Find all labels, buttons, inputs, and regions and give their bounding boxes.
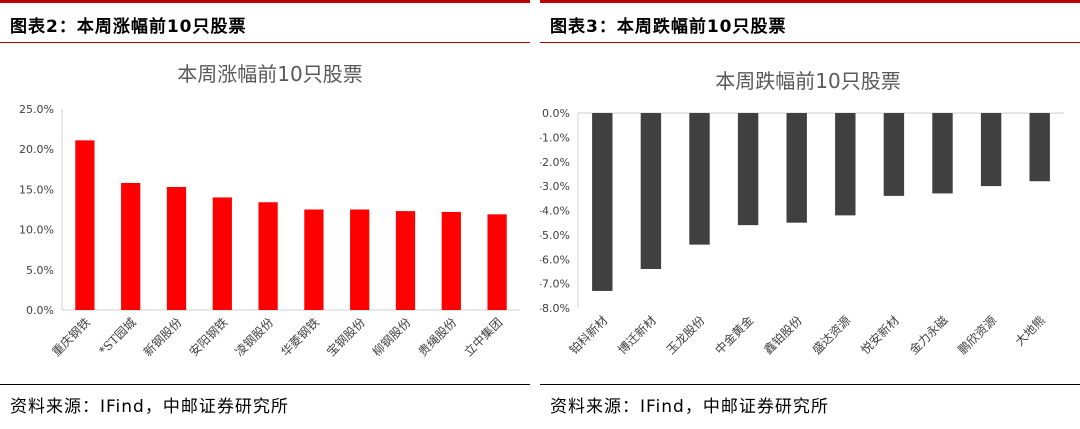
x-category-label: 博迁新材 — [614, 313, 659, 358]
y-tick-label: 10.0% — [19, 224, 54, 237]
x-category-label: 立中集团 — [461, 315, 506, 360]
y-tick-label: -3.0% — [540, 180, 570, 193]
bar — [592, 113, 613, 291]
losers-source: 资料来源：IFind，中邮证券研究所 — [550, 397, 829, 417]
bar — [75, 140, 95, 310]
x-category-label: 大地熊 — [1012, 313, 1048, 349]
y-tick-label: -4.0% — [540, 205, 570, 218]
bar — [304, 209, 324, 310]
y-tick-label: -1.0% — [540, 131, 570, 144]
y-tick-label: 20.0% — [19, 143, 54, 156]
y-tick-label: -6.0% — [540, 253, 570, 266]
x-category-label: 盛达资源 — [809, 313, 854, 358]
y-tick-label: 5.0% — [26, 264, 54, 277]
x-category-label: 贵绳股份 — [416, 315, 460, 359]
bar — [166, 186, 187, 310]
bar — [737, 113, 759, 226]
chart-title: 本周涨幅前10只股票 — [177, 62, 362, 86]
x-category-label: 铂科新材 — [566, 313, 611, 358]
gainers-caption: 图表2：本周涨幅前10只股票 — [10, 17, 247, 37]
x-category-label: 华菱钢铁 — [278, 315, 322, 359]
y-tick-label: 0.0% — [542, 107, 570, 120]
x-category-label: 金力永磁 — [906, 313, 951, 358]
gainers-panel: 图表2：本周涨幅前10只股票 本周涨幅前10只股票 0.0% 5.0% 10.0% 15… — [0, 0, 530, 429]
y-tick-label: -7.0% — [540, 278, 570, 291]
losers-caption: 图表3：本周跌幅前10只股票 — [550, 17, 787, 37]
bar — [980, 113, 1002, 187]
bar — [689, 113, 710, 245]
x-category-label: 玉龙股份 — [664, 313, 708, 357]
y-tick-label: -8.0% — [540, 302, 570, 315]
y-tick-label: 0.0% — [26, 304, 54, 317]
x-category-label: 鑫铂股份 — [760, 313, 805, 358]
top-rule — [540, 0, 1080, 3]
bar — [121, 182, 141, 310]
x-category-label: 宝钢股份 — [324, 315, 368, 359]
x-category-label: *ST园城 — [96, 315, 139, 358]
x-category-label: 重庆钢铁 — [49, 315, 93, 359]
source-divider — [0, 384, 530, 385]
y-tick-label: 25.0% — [19, 103, 54, 116]
bar — [441, 211, 461, 310]
bar — [786, 113, 807, 223]
y-tick-label: -5.0% — [540, 229, 570, 242]
bar — [883, 113, 905, 196]
x-category-label: 安阳钢铁 — [186, 315, 231, 360]
caption-divider — [540, 42, 1080, 43]
chart-title: 本周跌幅前10只股票 — [715, 69, 900, 93]
losers-panel: 图表3：本周跌幅前10只股票 本周跌幅前10只股票 0.0% -1.0% -2.0% -… — [540, 0, 1080, 429]
bar — [487, 214, 507, 310]
gainers-source: 资料来源：IFind，中邮证券研究所 — [10, 397, 289, 417]
bar — [212, 197, 232, 310]
y-tick-label: 15.0% — [19, 183, 54, 196]
gainers-chart: 本周涨幅前10只股票 0.0% 5.0% 10.0% 15.0% 20.0% 25.0% 重庆… — [19, 62, 520, 360]
bar — [395, 211, 416, 310]
caption-divider — [0, 42, 530, 43]
x-category-label: 悦安新材 — [857, 313, 902, 358]
y-tick-label: -2.0% — [540, 156, 570, 169]
source-divider — [540, 384, 1080, 385]
x-category-label: 柳钢股份 — [370, 315, 414, 359]
bar — [932, 113, 953, 194]
bar — [1029, 113, 1050, 182]
top-rule — [0, 0, 530, 3]
bar — [350, 209, 370, 310]
bar — [835, 113, 856, 216]
bar — [640, 113, 662, 269]
losers-chart: 本周跌幅前10只股票 0.0% -1.0% -2.0% -3.0% -4.0% -5.0% -… — [540, 69, 1064, 358]
x-category-label: 鹏欣资源 — [955, 313, 999, 357]
bar — [258, 202, 278, 310]
x-category-label: 中金黄金 — [712, 313, 757, 358]
x-category-label: 新钢股份 — [140, 315, 185, 360]
x-category-label: 凌钢股份 — [232, 315, 276, 359]
